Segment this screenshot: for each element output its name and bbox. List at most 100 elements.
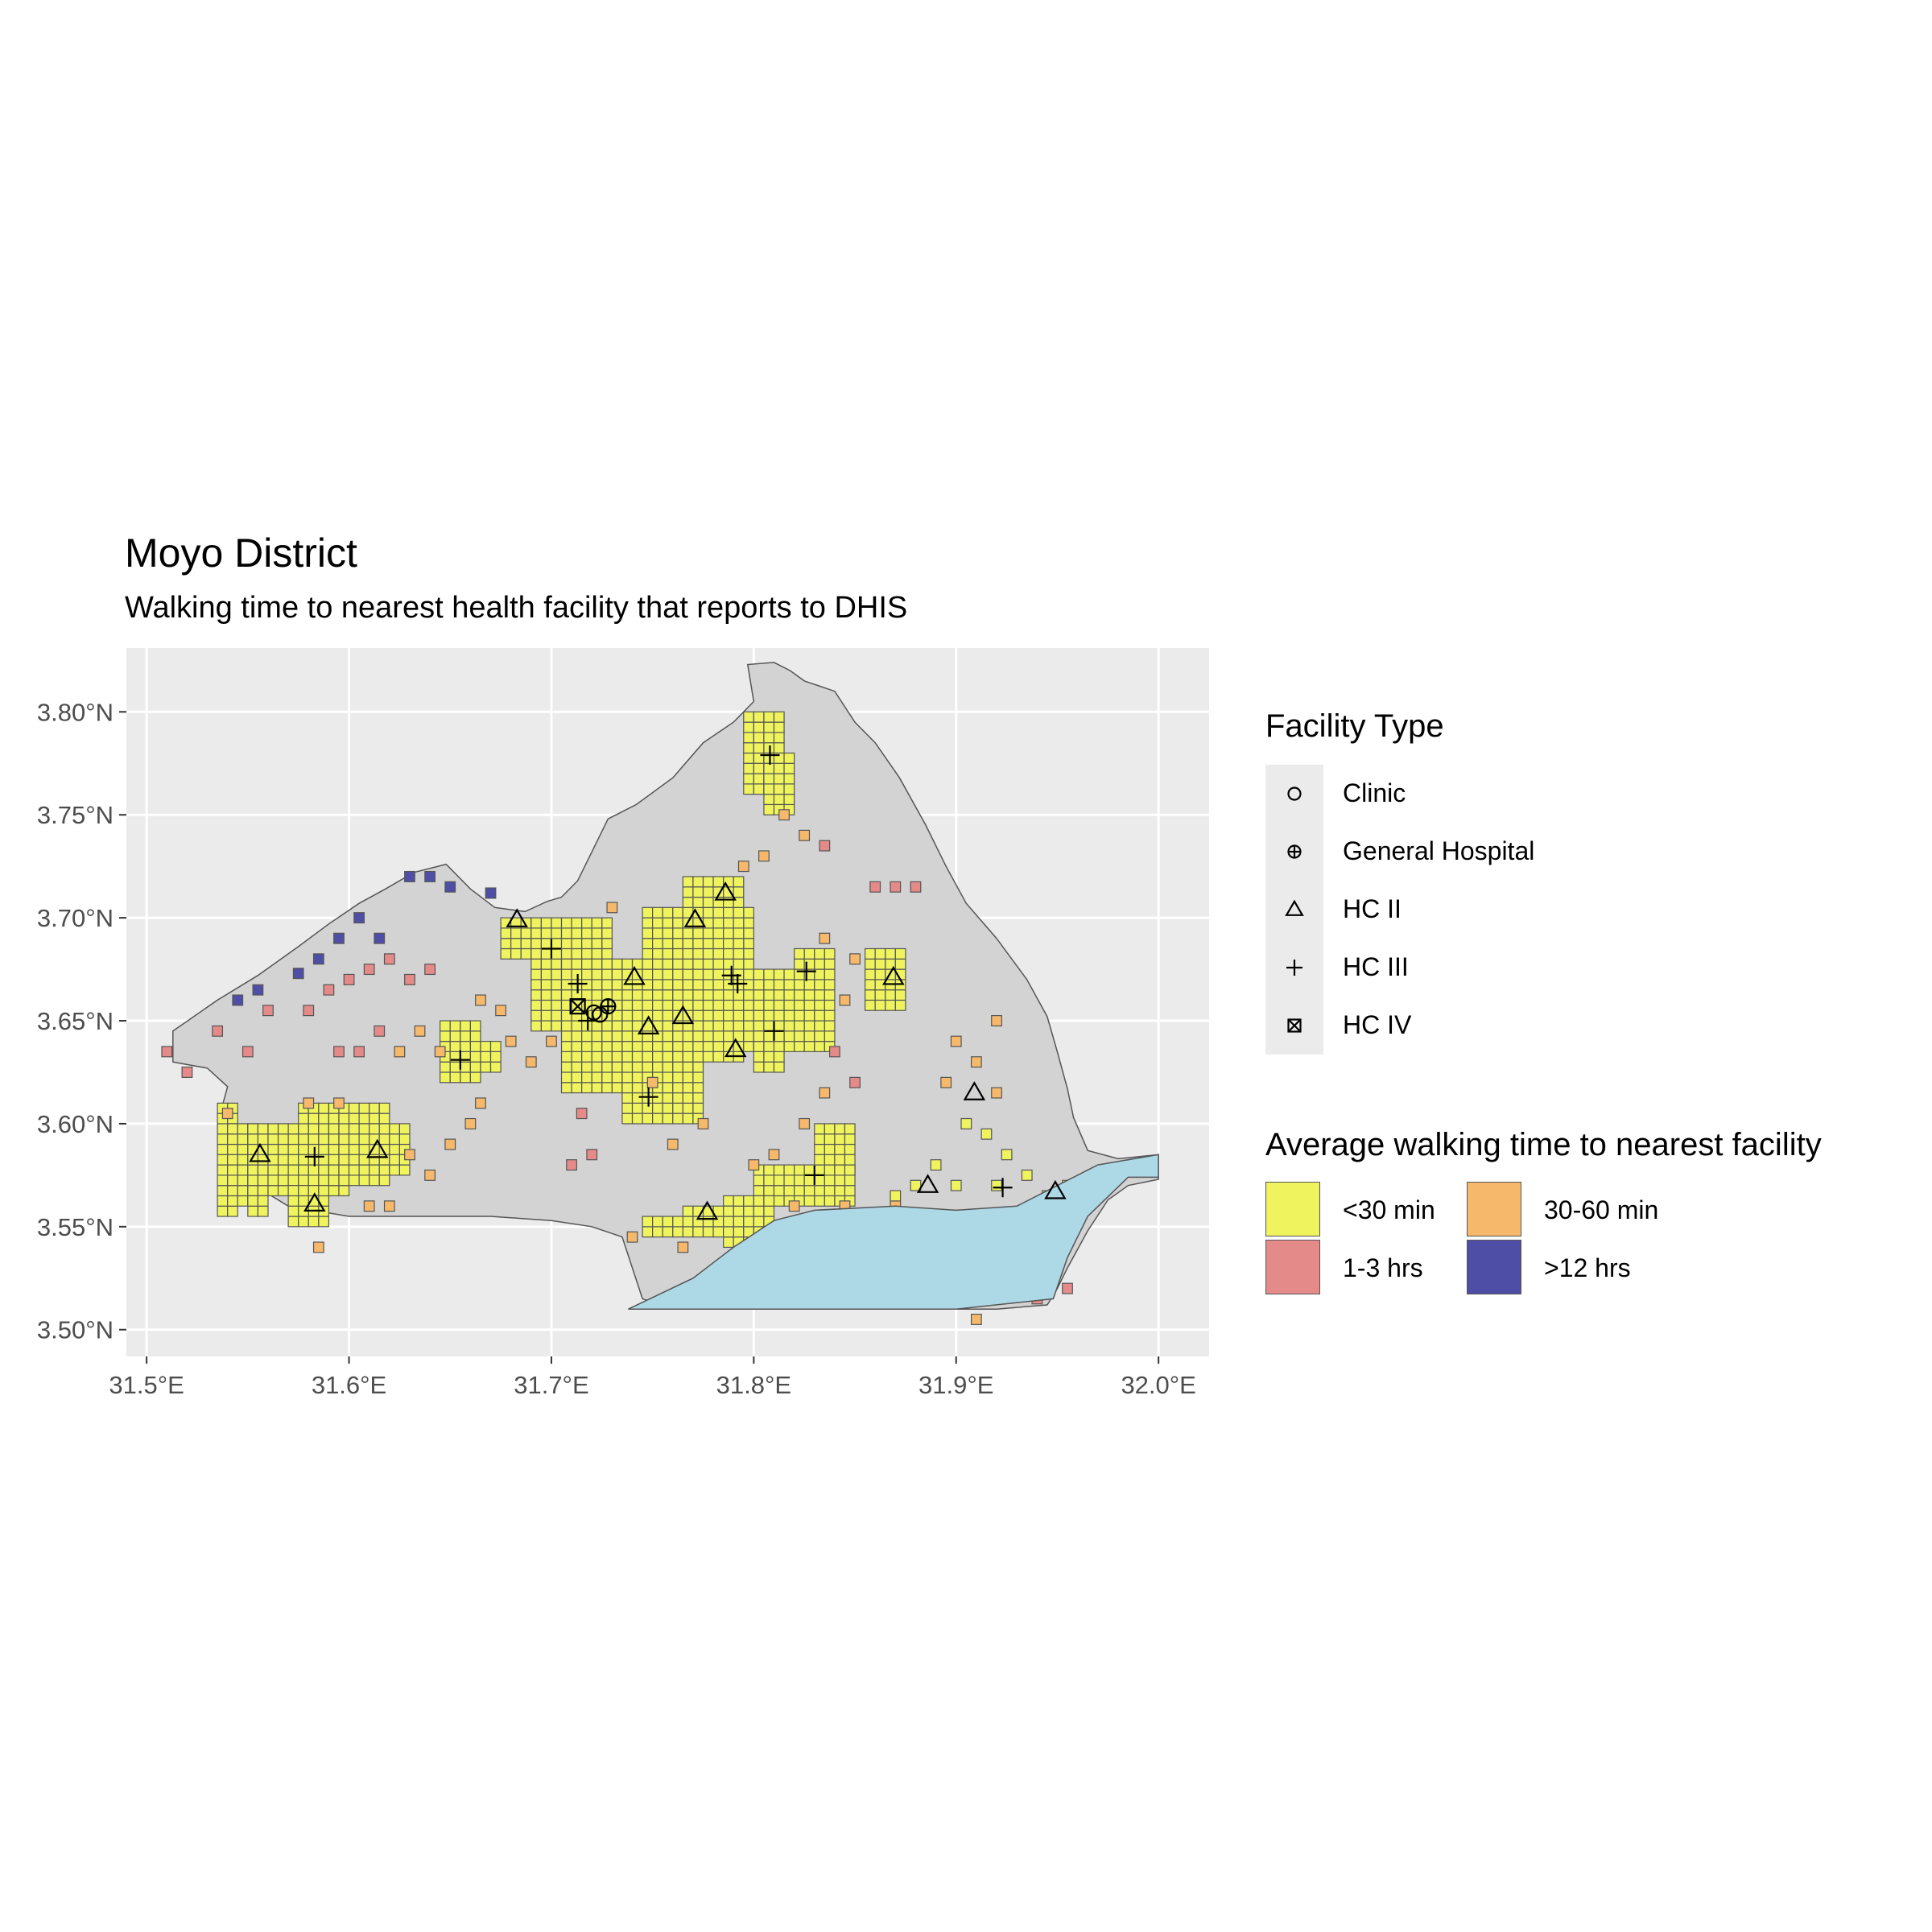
time-cell	[662, 917, 674, 929]
y-tick-label: 3.70°N	[37, 904, 114, 932]
time-cell	[773, 1061, 785, 1073]
time-cell	[773, 1174, 785, 1187]
facility-legend-key	[1265, 765, 1323, 823]
time-cell	[440, 1030, 451, 1042]
time-cell	[338, 1174, 350, 1187]
time-cell	[318, 1164, 330, 1176]
time-cell	[773, 968, 785, 980]
time-cell	[773, 783, 785, 795]
time-cell	[743, 762, 754, 774]
time-cell	[733, 1009, 745, 1022]
time-cell	[814, 1174, 825, 1187]
time-cell	[631, 1051, 643, 1063]
time-cell	[398, 1123, 411, 1135]
time-cell	[369, 1154, 380, 1166]
facility-legend-label: HC II	[1343, 894, 1402, 923]
time-cell	[773, 1020, 785, 1032]
time-cell	[677, 1241, 689, 1253]
time-cell	[363, 1200, 375, 1212]
time-cell	[733, 958, 745, 970]
time-cell	[662, 927, 674, 939]
time-cell	[530, 979, 542, 991]
time-cell	[702, 896, 714, 908]
time-cell	[874, 999, 886, 1011]
time-cell	[743, 938, 754, 950]
time-cell	[257, 1185, 269, 1197]
time-cell	[753, 999, 765, 1011]
time-cell	[773, 1009, 785, 1022]
legend-marker	[1287, 786, 1302, 801]
time-cell	[444, 1138, 456, 1150]
time-cell	[333, 1046, 345, 1058]
time-cell	[560, 979, 572, 991]
time-cell	[621, 1020, 634, 1032]
time-cell	[469, 1051, 481, 1063]
time-cell	[227, 1195, 238, 1207]
time-cell	[242, 1046, 254, 1058]
time-cell	[733, 927, 745, 939]
time-cell	[631, 1082, 643, 1094]
legend-marker	[1287, 1018, 1302, 1033]
time-cell	[389, 1164, 400, 1176]
time-cell	[287, 1174, 299, 1187]
time-cell	[682, 1061, 694, 1073]
time-cell	[799, 829, 811, 841]
time-cell	[763, 1041, 775, 1052]
time-cell	[571, 927, 583, 939]
time-cell	[773, 762, 785, 774]
time-cell	[723, 1195, 734, 1207]
time-cell	[495, 1005, 506, 1017]
time-cell	[237, 1164, 249, 1176]
facility-marker	[963, 1081, 986, 1100]
time-cell	[824, 1174, 836, 1187]
facility-marker	[592, 1006, 609, 1023]
time-cell	[601, 1041, 613, 1052]
time-cell	[212, 1025, 224, 1037]
time-cell	[712, 1216, 724, 1228]
time-cell	[773, 1030, 785, 1042]
time-cell	[581, 927, 592, 939]
time-cell	[763, 1174, 775, 1187]
time-cell	[874, 958, 886, 970]
time-cell	[702, 979, 714, 991]
time-cell	[773, 999, 785, 1011]
time-cell	[702, 1041, 714, 1052]
time-cell	[287, 1133, 299, 1146]
time-cell	[591, 968, 603, 980]
time-cell	[308, 1174, 320, 1187]
time-cell	[672, 1061, 683, 1073]
time-cell	[672, 979, 683, 991]
time-cell	[652, 1041, 663, 1052]
time-cell	[611, 989, 623, 1001]
time-cell	[642, 947, 654, 960]
time-cell	[378, 1174, 390, 1187]
time-legend-label: 1-3 hrs	[1343, 1253, 1423, 1282]
time-legend-swatch	[1265, 1240, 1320, 1294]
time-cell	[571, 968, 583, 980]
time-cell	[551, 938, 563, 950]
time-cell	[652, 1061, 663, 1073]
time-cell	[743, 1009, 754, 1022]
time-cell	[571, 1041, 583, 1052]
facility-legend-label: General Hospital	[1343, 836, 1535, 865]
plus-icon	[1286, 960, 1302, 976]
time-cell	[560, 1041, 572, 1052]
time-cell	[217, 1164, 229, 1176]
time-cell	[217, 1123, 229, 1135]
time-cell	[217, 1185, 229, 1197]
time-cell	[723, 989, 734, 1001]
time-cell	[338, 1164, 350, 1176]
time-cell	[662, 1030, 674, 1042]
time-cell	[662, 938, 674, 950]
time-cell	[824, 999, 836, 1011]
time-cell	[404, 1149, 415, 1161]
time-cell	[824, 1133, 836, 1146]
time-cell	[712, 896, 724, 908]
time-cell	[480, 1061, 492, 1073]
time-cell	[712, 979, 724, 991]
y-tick-label: 3.80°N	[37, 698, 114, 726]
time-cell	[551, 1020, 563, 1032]
hc2-marker-triangle	[671, 1005, 695, 1025]
time-cell	[631, 1041, 643, 1052]
time-cell	[378, 1133, 390, 1146]
